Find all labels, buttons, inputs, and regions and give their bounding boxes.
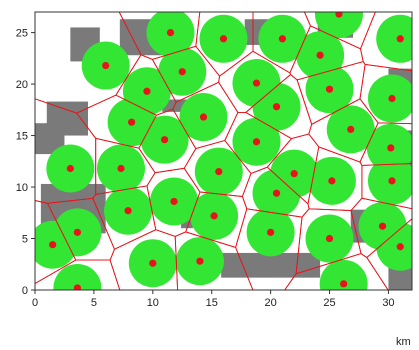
data-point [272,103,281,111]
data-point [325,234,334,243]
x-axis: 0 5 10 15 20 25 30 [32,290,395,309]
obstacle-region [388,267,412,290]
data-point [128,118,136,126]
data-point [290,170,298,178]
coverage-disc [319,259,368,290]
y-tick-label: 10 [16,182,28,194]
data-point [272,189,281,197]
data-point [124,207,132,215]
y-axis: 0 5 10 15 20 25 [16,28,35,297]
data-point [73,228,82,236]
data-point [66,164,74,173]
data-point [178,68,186,76]
data-point [335,12,343,18]
coverage-disc [314,12,363,39]
data-point [387,144,395,152]
x-tick-label: 30 [382,297,394,309]
data-point [199,113,208,121]
x-tick-label: 20 [265,297,277,309]
data-point [396,243,404,251]
y-tick-label: 20 [16,79,28,91]
data-point [210,212,218,220]
data-point [325,85,334,93]
data-point [316,51,324,59]
data-point [117,164,125,173]
data-point [215,167,223,176]
y-tick-label: 25 [16,28,28,40]
plot-frame [34,11,413,291]
data-point [252,138,261,146]
data-point [388,94,396,103]
data-point [378,222,387,230]
obstacle-region [221,252,321,278]
x-tick-label: 10 [147,297,159,309]
x-tick-label: 25 [323,297,335,309]
points-layer [49,12,404,290]
data-point [328,177,336,185]
x-axis-unit-label: km [396,336,411,348]
x-tick-label: 15 [206,297,218,309]
y-tick-label: 5 [22,234,28,246]
data-point [252,79,261,87]
data-point [278,35,287,43]
data-point [388,177,396,185]
voronoi-cells-layer [35,12,412,290]
coverage-disc [53,263,102,290]
data-point [340,280,348,288]
coverage-disc [376,14,412,63]
data-point [347,125,355,133]
data-point [149,259,157,267]
coverage-disc [376,222,412,271]
voronoi-cell [35,259,121,290]
data-point [267,228,275,236]
y-tick-label: 15 [16,131,28,143]
data-point [170,197,178,206]
data-point [49,241,57,249]
y-tick-label: 0 [22,285,28,297]
data-point [160,136,169,144]
voronoi-cell [366,218,412,290]
data-point [396,35,404,43]
data-point [166,28,175,37]
data-point [196,257,204,265]
data-point [219,35,228,43]
voronoi-cell [174,231,254,290]
x-tick-label: 5 [91,297,97,309]
data-point [143,87,151,95]
data-point [73,284,82,290]
data-point [102,61,110,70]
x-tick-label: 0 [32,297,38,309]
